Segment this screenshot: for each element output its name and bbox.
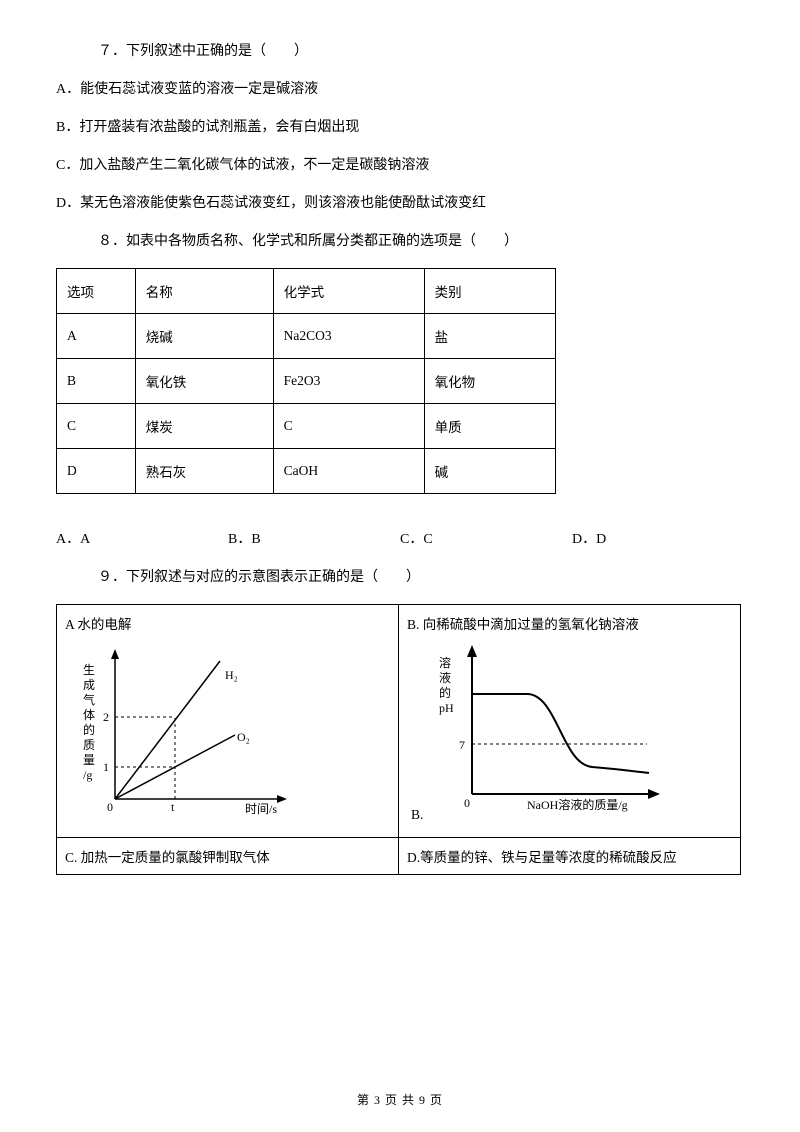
svg-text:7: 7 <box>459 738 465 752</box>
table-row: 选项 名称 化学式 类别 <box>57 269 556 314</box>
svg-text:量: 量 <box>83 753 95 767</box>
table-header: 类别 <box>424 269 555 314</box>
table-row: B 氧化铁 Fe2O3 氧化物 <box>57 359 556 404</box>
svg-text:0: 0 <box>107 800 113 814</box>
table-cell: Fe2O3 <box>273 359 424 404</box>
svg-text:气: 气 <box>83 692 95 707</box>
svg-text:0: 0 <box>464 796 470 810</box>
svg-text:体: 体 <box>83 708 95 722</box>
page-footer: 第 3 页 共 9 页 <box>0 1091 800 1108</box>
q9-table: A 水的电解 生 成 气 体 的 质 量 /g <box>56 604 741 875</box>
q9-cell-b: B. 向稀硫酸中滴加过量的氢氧化钠溶液 溶 液 的 pH 7 0 <box>399 605 741 838</box>
q8-ans-a: A．A <box>56 528 228 548</box>
q7-opt-c: C．加入盐酸产生二氧化碳气体的试液，不一定是碳酸钠溶液 <box>56 154 744 174</box>
chart-b-svg: 溶 液 的 pH 7 0 NaOH溶液的质量/g <box>417 639 707 819</box>
q9-cell-a: A 水的电解 生 成 气 体 的 质 量 /g <box>57 605 399 838</box>
svg-text:/g: /g <box>83 768 92 782</box>
q9-stem: ９．下列叙述与对应的示意图表示正确的是（ ） <box>98 566 744 586</box>
svg-text:质: 质 <box>83 738 95 752</box>
q9-cell-d: D.等质量的锌、铁与足量等浓度的稀硫酸反应 <box>399 838 741 875</box>
svg-text:2: 2 <box>103 710 109 724</box>
table-cell: D <box>57 449 136 494</box>
table-cell: CaOH <box>273 449 424 494</box>
table-row: D 熟石灰 CaOH 碱 <box>57 449 556 494</box>
q8-ans-d: D．D <box>572 528 744 548</box>
svg-text:的: 的 <box>83 722 95 737</box>
q9-a-title: A 水的电解 <box>65 613 390 633</box>
q7-opt-d: D．某无色溶液能使紫色石蕊试液变红，则该溶液也能使酚酞试液变红 <box>56 192 744 212</box>
table-row: C 煤炭 C 单质 <box>57 404 556 449</box>
svg-text:t: t <box>171 800 175 814</box>
chart-a-svg: 生 成 气 体 的 质 量 /g 0 1 2 <box>65 639 345 829</box>
q9-b-title: B. 向稀硫酸中滴加过量的氢氧化钠溶液 <box>407 613 732 633</box>
chart-a-ylabel: 生 <box>83 663 95 677</box>
svg-text:1: 1 <box>103 760 109 774</box>
q8-table: 选项 名称 化学式 类别 A 烧碱 Na2CO3 盐 B 氧化铁 Fe2O3 氧… <box>56 268 556 494</box>
table-cell: 煤炭 <box>135 404 273 449</box>
svg-text:的: 的 <box>439 685 451 700</box>
table-cell: A <box>57 314 136 359</box>
table-cell: 单质 <box>424 404 555 449</box>
table-header: 选项 <box>57 269 136 314</box>
table-cell: 盐 <box>424 314 555 359</box>
svg-text:H₂: H₂ <box>225 668 238 682</box>
table-header: 名称 <box>135 269 273 314</box>
q9-cell-c: C. 加热一定质量的氯酸钾制取气体 <box>57 838 399 875</box>
table-cell: 氧化物 <box>424 359 555 404</box>
svg-text:成: 成 <box>83 678 95 692</box>
table-cell: 碱 <box>424 449 555 494</box>
table-row: A 烧碱 Na2CO3 盐 <box>57 314 556 359</box>
chart-b-xlabel: NaOH溶液的质量/g <box>527 797 628 812</box>
svg-text:pH: pH <box>439 701 454 715</box>
table-cell: Na2CO3 <box>273 314 424 359</box>
table-header: 化学式 <box>273 269 424 314</box>
svg-text:溶: 溶 <box>439 655 451 670</box>
chart-a-xlabel: 时间/s <box>245 802 277 816</box>
table-cell: 氧化铁 <box>135 359 273 404</box>
q7-stem: ７．下列叙述中正确的是（ ） <box>98 40 744 60</box>
q8-ans-c: C．C <box>400 528 572 548</box>
q7-opt-a: A．能使石蕊试液变蓝的溶液一定是碱溶液 <box>56 78 744 98</box>
q7-opt-b: B．打开盛装有浓盐酸的试剂瓶盖，会有白烟出现 <box>56 116 744 136</box>
table-cell: C <box>57 404 136 449</box>
table-cell: C <box>273 404 424 449</box>
q8-ans-b: B．B <box>228 528 400 548</box>
q8-answer-row: A．A B．B C．C D．D <box>56 528 744 548</box>
table-cell: B <box>57 359 136 404</box>
q9-b-prefix: B. <box>411 807 423 823</box>
svg-text:液: 液 <box>439 670 451 685</box>
table-cell: 熟石灰 <box>135 449 273 494</box>
svg-text:O₂: O₂ <box>237 730 250 744</box>
q8-stem: ８．如表中各物质名称、化学式和所属分类都正确的选项是（ ） <box>98 230 744 250</box>
table-cell: 烧碱 <box>135 314 273 359</box>
